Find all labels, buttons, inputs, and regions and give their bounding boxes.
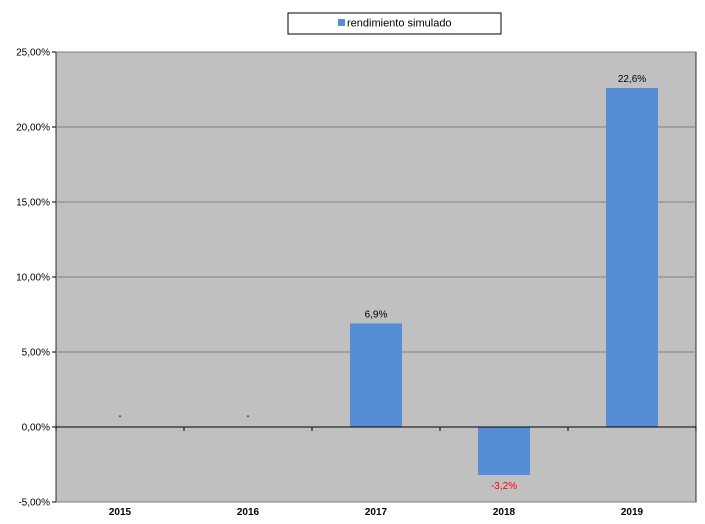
y-tick-label: 15,00%	[16, 198, 50, 209]
legend-label: rendimiento simulado	[347, 18, 452, 30]
x-tick-label-2016: 2016	[237, 507, 260, 518]
legend-swatch	[338, 19, 345, 26]
legend-box	[287, 12, 502, 35]
data-label-2019: 22,6%	[618, 74, 646, 85]
y-tick-label: 0,00%	[22, 423, 50, 434]
data-label-2015: -	[118, 411, 121, 422]
bar-2017	[350, 323, 402, 427]
data-label-2017: 6,9%	[365, 310, 388, 321]
x-tick-label-2018: 2018	[493, 507, 516, 518]
y-tick-label: 20,00%	[16, 123, 50, 134]
data-label-2016: -	[246, 411, 249, 422]
x-tick-label-2019: 2019	[621, 507, 644, 518]
plot-area-layer: 25,00% 20,00% 15,00% 10,00% 5,00% 0,00% -5,00%…	[16, 48, 697, 518]
y-tick-label: 10,00%	[16, 273, 50, 284]
bar-2019	[606, 88, 658, 427]
legend: rendimiento simulado	[287, 12, 502, 35]
bar-2018	[478, 427, 530, 475]
y-tick-label: 25,00%	[16, 48, 50, 59]
data-label-2018: -3,2%	[491, 481, 517, 492]
x-tick-label-2015: 2015	[109, 507, 132, 518]
x-tick-label-2017: 2017	[365, 507, 388, 518]
y-tick-label: -5,00%	[18, 498, 50, 509]
y-tick-label: 5,00%	[22, 348, 50, 359]
